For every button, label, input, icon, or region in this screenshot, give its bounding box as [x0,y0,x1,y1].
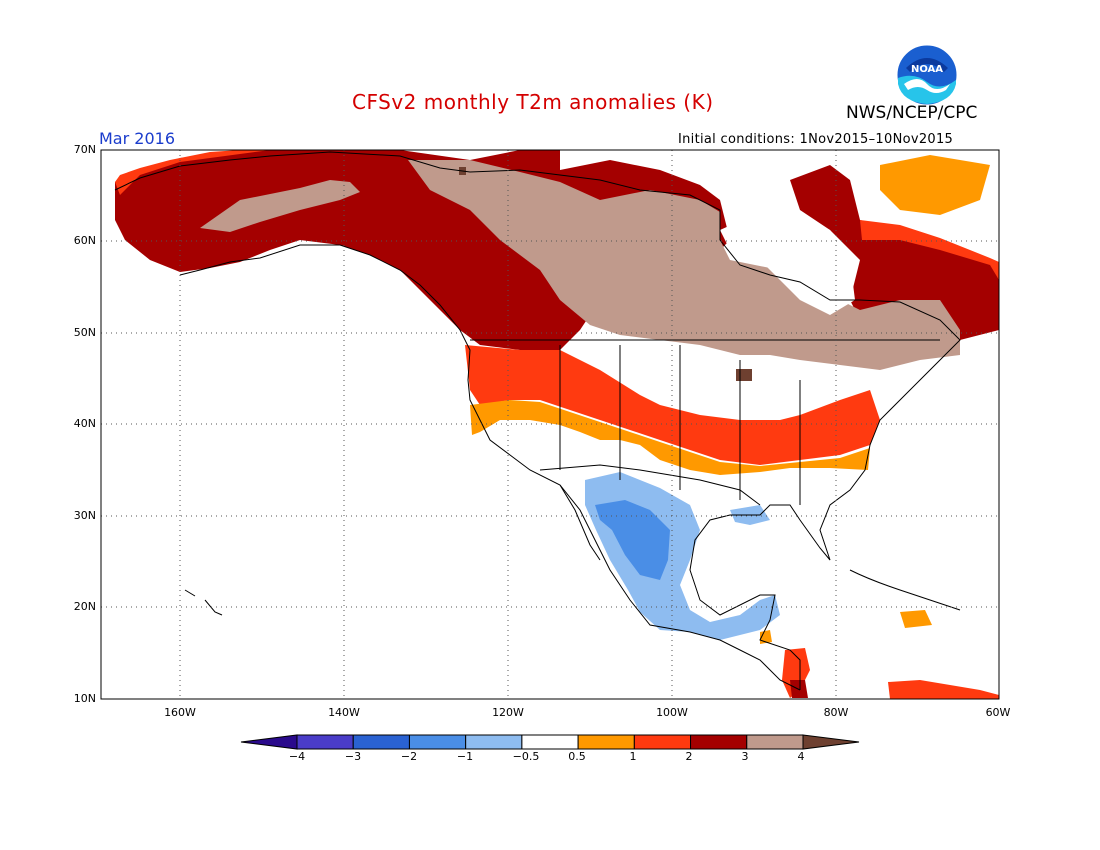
lat-label: 10N [73,692,96,705]
anomaly-fields [115,150,999,699]
lon-label: 60W [985,706,1011,719]
map-frame [100,149,1000,700]
colorbar-swatch [465,734,523,750]
lon-label: 80W [823,706,849,719]
colorbar-label: −0.5 [512,750,540,763]
noaa-logo-icon: NOAA [896,44,958,106]
lon-label: 120W [492,706,524,719]
colorbar-label: −4 [288,750,306,763]
colorbar-label: 2 [685,750,693,763]
agency-label: NWS/NCEP/CPC [846,103,978,123]
colorbar-swatch [746,734,804,750]
colorbar-swatch [690,734,748,750]
colorbar-swatch [633,734,692,750]
lon-label: 160W [164,706,196,719]
lat-label: 20N [73,600,96,613]
forecast-month: Mar 2016 [99,129,175,148]
lon-label: 140W [328,706,360,719]
colorbar-swatch [296,734,354,750]
colorbar-swatch [521,734,579,750]
lat-label: 60N [73,234,96,247]
colorbar-label: 1 [629,750,637,763]
lat-label: 70N [73,143,96,156]
lat-label: 40N [73,417,96,430]
colorbar-swatch [802,734,860,750]
colorbar-label: 0.5 [568,750,586,763]
colorbar-label: 4 [797,750,805,763]
noaa-logo-text: NOAA [911,64,943,75]
chart-title: CFSv2 monthly T2m anomalies (K) [352,90,714,114]
colorbar-label: −3 [344,750,362,763]
lon-label: 100W [656,706,688,719]
colorbar [240,734,860,750]
coastlines [114,151,961,691]
colorbar-label: −2 [400,750,418,763]
colorbar-swatch [408,734,467,750]
initial-conditions-label: Initial conditions: 1Nov2015–10Nov2015 [678,132,954,147]
lat-label: 50N [73,326,96,339]
colorbar-swatch [352,734,410,750]
colorbar-swatch [577,734,635,750]
colorbar-swatch [240,734,298,750]
colorbar-label: −1 [456,750,474,763]
colorbar-label: 3 [741,750,749,763]
lat-label: 30N [73,509,96,522]
